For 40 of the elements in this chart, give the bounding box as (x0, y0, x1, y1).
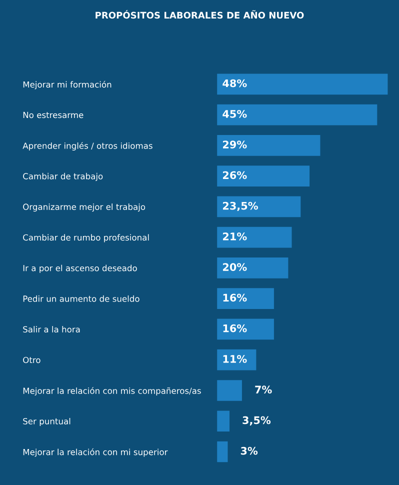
bar (217, 349, 256, 370)
y-tick-label: Ir a por el ascenso deseado (23, 264, 137, 273)
y-tick-label: Mejorar la relación con mis compañeros/as (23, 387, 201, 396)
bar (217, 74, 388, 95)
bar (217, 135, 320, 156)
y-tick-label: Cambiar de rumbo profesional (23, 234, 149, 242)
bar (217, 226, 292, 248)
data-label: 21% (223, 232, 247, 240)
y-tick-label: No estresarme (23, 112, 84, 118)
bar (217, 380, 242, 401)
bar (217, 166, 310, 186)
data-label: 3% (240, 446, 258, 455)
data-label: 26% (223, 171, 247, 180)
bar (217, 441, 228, 462)
data-label: 3,5% (242, 416, 271, 426)
bar (217, 288, 274, 310)
bar (217, 410, 230, 432)
chart-title: PROPÓSITOS LABORALES DE AÑO NUEVO (96, 10, 304, 19)
bar (217, 104, 378, 126)
y-tick-label: Salir a la hora (23, 326, 80, 333)
bar (217, 258, 288, 278)
data-label: 11% (223, 354, 247, 363)
bar (217, 196, 301, 218)
data-label: 45% (222, 110, 247, 118)
data-label: 23,5% (223, 202, 258, 212)
bar (217, 318, 274, 340)
y-tick-label: Pedir un aumento de sueldo (23, 295, 140, 302)
data-label: 20% (223, 263, 247, 271)
y-tick-label: Mejorar la relación con mi superior (23, 448, 168, 457)
y-tick-label: Ser puntual (23, 418, 70, 426)
y-tick-label: Organizarme mejor el trabajo (23, 204, 146, 212)
y-tick-label: Cambiar de trabajo (23, 172, 103, 181)
data-label: 16% (223, 324, 247, 332)
data-label: 16% (223, 294, 247, 302)
data-label: 7% (255, 386, 272, 394)
y-tick-label: Otro (23, 356, 40, 364)
data-label: 29% (223, 140, 247, 148)
y-tick-label: Aprender inglés / otros idiomas (22, 142, 152, 151)
data-label: 48% (222, 79, 247, 88)
y-tick-label: Mejorar mi formación (23, 80, 112, 90)
